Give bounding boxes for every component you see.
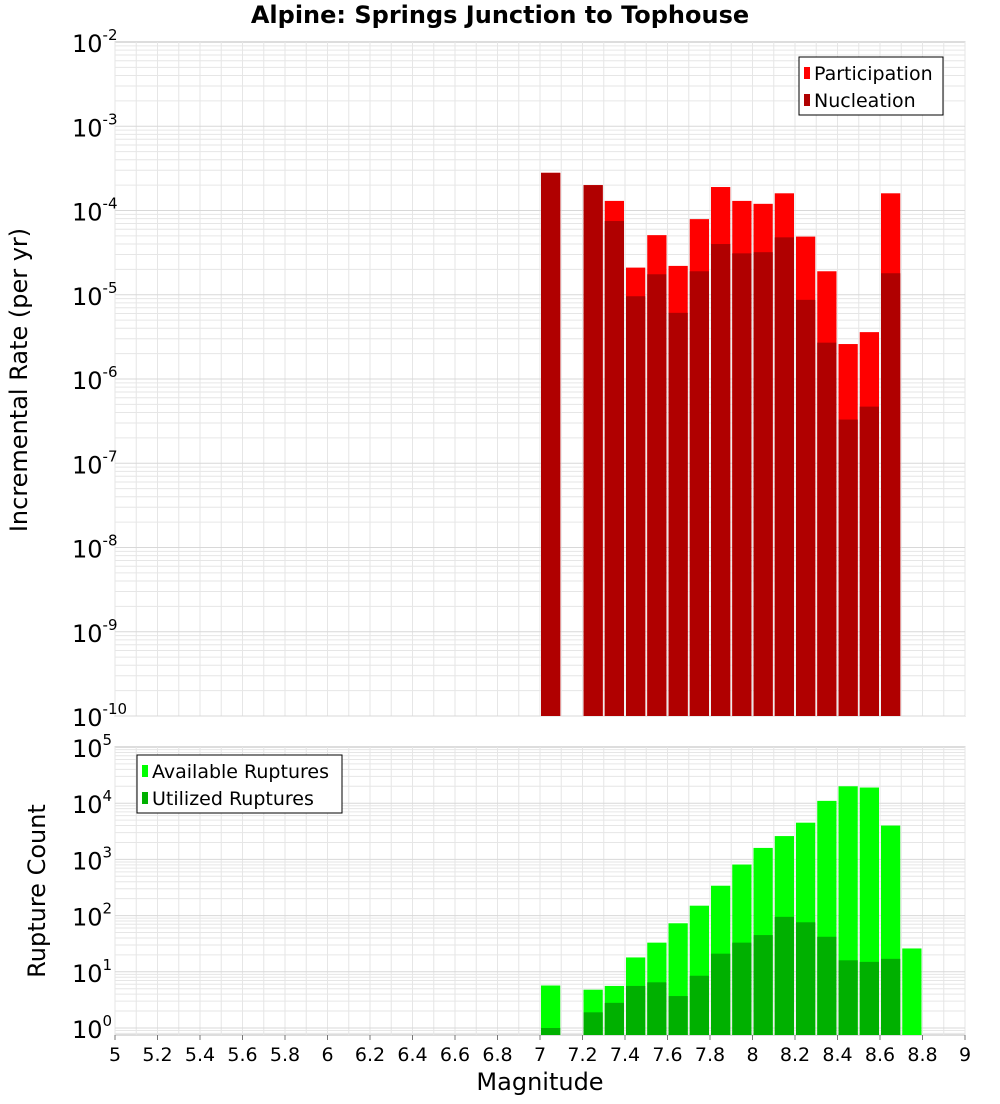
top-legend-box <box>798 56 944 116</box>
bottom-bar-available <box>541 985 561 1035</box>
top-y-tick-label: 10-4 <box>72 195 118 227</box>
top-bar-nucleation <box>796 299 816 716</box>
bottom-bar-utilized <box>881 958 901 1035</box>
top-y-axis-label: Incremental Rate (per yr) <box>5 228 33 532</box>
bottom-legend-box <box>136 754 343 814</box>
x-ticks: 5 5.2 5.4 5.6 5.8 6 6.2 6.4 6.6 6.8 7 7.2 7.4 7.6 7.8 8… <box>109 1035 971 1066</box>
top-bar-nucleation <box>753 252 773 717</box>
bottom-bar-utilized <box>711 953 731 1035</box>
x-tick-label: 5 <box>109 1044 121 1066</box>
bottom-legend-label: Available Ruptures <box>152 761 329 783</box>
bottom-y-tick-label: 100 <box>72 1012 112 1044</box>
x-tick-label: 7.4 <box>610 1044 640 1066</box>
top-y-tick-label: 10-3 <box>72 110 118 142</box>
top-bar-nucleation <box>541 172 561 717</box>
top-bar-nucleation <box>647 274 667 716</box>
x-tick-label: 7.2 <box>567 1044 597 1066</box>
x-tick-label: 8.4 <box>822 1044 852 1066</box>
top-legend: Participation Nucleation <box>798 56 944 116</box>
x-tick-label: 5.8 <box>270 1044 300 1066</box>
x-tick-label: 6.2 <box>355 1044 385 1066</box>
bottom-y-tick-label: 103 <box>72 843 112 875</box>
x-tick-label: 7.6 <box>652 1044 682 1066</box>
x-axis-label: Magnitude <box>476 1068 603 1096</box>
top-bar-nucleation <box>583 185 603 716</box>
bottom-y-tick-label: 101 <box>72 956 112 988</box>
top-legend-label: Nucleation <box>814 90 916 112</box>
top-bar-nucleation <box>732 253 752 716</box>
top-bar-nucleation <box>604 221 624 716</box>
top-y-tick-label: 10-10 <box>72 700 127 732</box>
top-bar-nucleation <box>859 406 879 716</box>
top-bar-nucleation <box>626 296 646 716</box>
bottom-bar-utilized <box>859 961 879 1035</box>
top-y-tick-label: 10-7 <box>72 447 118 479</box>
bottom-bar-utilized <box>668 996 688 1035</box>
x-tick-label: 8 <box>746 1044 758 1066</box>
chart-title: Alpine: Springs Junction to Tophouse <box>251 1 749 29</box>
x-tick-label: 7 <box>534 1044 546 1066</box>
x-tick-label: 9 <box>959 1044 971 1066</box>
bottom-bar-utilized <box>604 1002 624 1035</box>
top-bar-nucleation <box>817 342 837 716</box>
top-y-tick-label: 10-8 <box>72 532 118 564</box>
bottom-y-tick-label: 105 <box>72 731 112 763</box>
bottom-bars <box>541 786 922 1035</box>
top-bar-nucleation <box>881 273 901 716</box>
bottom-y-tick-label: 104 <box>72 787 112 819</box>
x-tick-label: 6.8 <box>482 1044 512 1066</box>
bottom-bar-utilized <box>732 942 752 1035</box>
top-y-ticks: 10-10 10-9 10-8 10-7 10-6 10-5 10-4 10-3 10-2 <box>72 26 127 732</box>
top-legend-swatch <box>804 67 810 79</box>
x-tick-label: 5.6 <box>227 1044 257 1066</box>
bottom-legend-swatch <box>142 765 148 777</box>
bottom-legend-swatch <box>142 792 148 804</box>
bottom-bar-utilized <box>626 985 646 1035</box>
top-bar-nucleation <box>689 271 709 716</box>
x-tick-label: 5.2 <box>142 1044 172 1066</box>
bottom-bar-utilized <box>838 960 858 1035</box>
top-legend-swatch <box>804 94 810 106</box>
top-y-tick-label: 10-9 <box>72 616 118 648</box>
top-bar-nucleation <box>668 312 688 716</box>
top-bar-nucleation <box>774 237 794 717</box>
bottom-bar-utilized <box>796 922 816 1035</box>
top-panel-rate-chart: 10-10 10-9 10-8 10-7 10-6 10-5 10-4 10-3 10-2 Par… <box>72 26 966 732</box>
top-bars <box>541 172 901 717</box>
top-bar-nucleation <box>838 419 858 716</box>
bottom-bar-utilized <box>583 1012 603 1035</box>
bottom-legend: Available Ruptures Utilized Ruptures <box>136 754 343 814</box>
x-tick-label: 7.8 <box>695 1044 725 1066</box>
x-tick-label: 6 <box>321 1044 333 1066</box>
bottom-y-tick-label: 102 <box>72 900 112 932</box>
x-tick-label: 6.6 <box>440 1044 470 1066</box>
bottom-y-axis-label: Rupture Count <box>23 804 51 978</box>
top-bar-nucleation <box>711 244 731 717</box>
bottom-bar-utilized <box>817 936 837 1035</box>
x-tick-label: 6.4 <box>397 1044 427 1066</box>
bottom-bar-utilized <box>689 975 709 1035</box>
bottom-bar-available <box>902 948 922 1035</box>
bottom-panel-count-chart: 100 101 102 103 104 105 5 5.2 5.4 5.6 5.8 6 6.2 6.4 6.… <box>72 731 971 1066</box>
x-tick-label: 8.8 <box>907 1044 937 1066</box>
top-grid <box>114 42 966 717</box>
bottom-bar-utilized <box>647 982 667 1035</box>
x-tick-label: 5.4 <box>185 1044 215 1066</box>
top-y-tick-label: 10-6 <box>72 363 118 395</box>
top-y-tick-label: 10-5 <box>72 279 118 311</box>
x-tick-label: 8.2 <box>780 1044 810 1066</box>
x-tick-label: 8.6 <box>865 1044 895 1066</box>
bottom-bar-utilized <box>541 1027 561 1035</box>
top-y-tick-label: 10-2 <box>72 26 118 58</box>
top-legend-label: Participation <box>814 63 933 85</box>
bottom-legend-label: Utilized Ruptures <box>152 788 314 810</box>
bottom-bar-utilized <box>774 916 794 1035</box>
bottom-bar-utilized <box>753 935 773 1035</box>
bottom-y-ticks: 100 101 102 103 104 105 <box>72 731 112 1044</box>
